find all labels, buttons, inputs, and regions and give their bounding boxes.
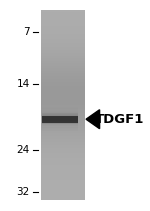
Bar: [42, 125, 78, 126]
Bar: [42, 122, 78, 123]
Bar: [42, 105, 78, 106]
Bar: [42, 132, 78, 133]
Bar: [42, 117, 78, 118]
Bar: [42, 117, 78, 118]
Bar: [42, 119, 78, 120]
Bar: [42, 130, 78, 131]
Bar: [42, 116, 78, 123]
Bar: [42, 120, 78, 121]
Bar: [42, 120, 78, 121]
Text: 14: 14: [16, 79, 30, 89]
Bar: [42, 121, 78, 122]
Bar: [42, 129, 78, 130]
Bar: [42, 131, 78, 132]
Bar: [42, 114, 78, 115]
Bar: [42, 116, 78, 117]
Bar: [42, 113, 78, 114]
Bar: [42, 121, 78, 122]
Bar: [42, 130, 78, 131]
Bar: [42, 133, 78, 134]
Bar: [42, 122, 78, 123]
Bar: [42, 119, 78, 120]
Text: 7: 7: [23, 27, 30, 37]
Bar: [42, 118, 78, 119]
Polygon shape: [86, 110, 100, 129]
Bar: [42, 109, 78, 110]
Bar: [42, 112, 78, 113]
Bar: [42, 123, 78, 124]
Bar: [42, 111, 78, 112]
Bar: [42, 126, 78, 127]
Bar: [42, 106, 78, 107]
Bar: [42, 132, 78, 133]
Bar: [42, 127, 78, 128]
Bar: [42, 116, 78, 117]
Bar: [42, 127, 78, 128]
Bar: [42, 110, 78, 111]
Bar: [42, 115, 78, 116]
Bar: [42, 112, 78, 113]
Bar: [42, 107, 78, 108]
Bar: [42, 106, 78, 107]
Text: TDGF1: TDGF1: [95, 113, 144, 126]
Bar: [42, 108, 78, 109]
Bar: [42, 131, 78, 132]
Bar: [42, 109, 78, 110]
Bar: [42, 115, 78, 116]
Bar: [42, 107, 78, 108]
Bar: [42, 128, 78, 129]
Bar: [42, 133, 78, 134]
Bar: [42, 129, 78, 130]
Text: 24: 24: [16, 145, 30, 155]
Text: 32: 32: [16, 187, 30, 197]
Bar: [42, 124, 78, 125]
Bar: [42, 114, 78, 115]
Bar: [42, 105, 78, 106]
Bar: [42, 118, 78, 119]
Bar: [42, 128, 78, 129]
